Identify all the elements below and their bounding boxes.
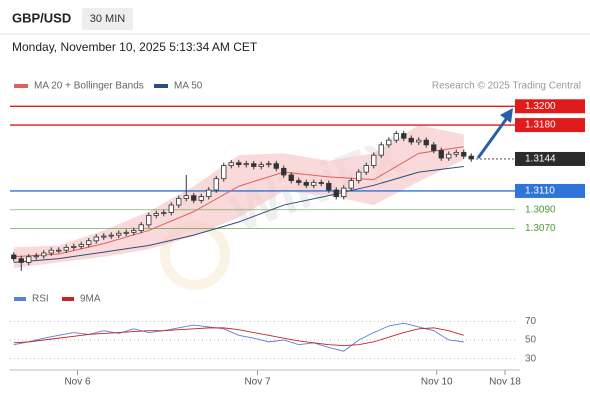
candle-body — [461, 151, 467, 157]
level-label-box — [515, 118, 585, 133]
symbol: GBP/USD — [12, 10, 71, 25]
candle-body — [93, 236, 99, 242]
legend-label: MA 20 + Bollinger Bands — [34, 81, 144, 92]
legend-label: 9MA — [80, 294, 101, 305]
candle-body — [431, 144, 437, 151]
level-label: 1.3110 — [525, 186, 555, 197]
plot-area: MA 20 + Bollinger Bands MA 50 1.3200 1.3180… — [10, 81, 585, 388]
legend-swatch — [14, 297, 26, 301]
candle-body — [408, 137, 414, 143]
candle-body — [168, 204, 174, 213]
level-label: 1.3090 — [525, 204, 556, 215]
candle-body — [206, 189, 212, 197]
candle-body — [371, 154, 377, 166]
x-tick-label: Nov 6 — [64, 377, 91, 388]
candle-body — [363, 165, 369, 173]
x-tick-label: Nov 7 — [244, 377, 271, 388]
candle-body — [453, 151, 459, 155]
legend-label: RSI — [32, 294, 49, 305]
candle-body — [176, 198, 182, 206]
candle-body — [318, 182, 324, 184]
candle-body — [446, 153, 452, 159]
candle-body — [191, 195, 197, 201]
candle-body — [78, 244, 84, 247]
candle-body — [386, 139, 392, 146]
candle-body — [228, 162, 234, 166]
level-label-box — [515, 183, 585, 198]
y-tick-label: 70 — [525, 316, 537, 327]
candle-body — [221, 165, 227, 180]
candle-body — [296, 180, 302, 183]
level-label: 1.3200 — [525, 101, 556, 112]
candle-body — [123, 231, 129, 234]
legend-swatch — [62, 297, 74, 301]
candle-body — [183, 195, 189, 199]
candle-body — [333, 189, 339, 197]
candle-body — [341, 187, 347, 197]
candle-body — [138, 224, 144, 231]
candle-body — [11, 254, 17, 260]
candle-body — [348, 180, 354, 189]
timestamp: Monday, November 10, 2025 5:13:34 AM CET — [12, 40, 258, 54]
legend-swatch — [14, 84, 28, 88]
candle-body — [26, 256, 32, 263]
candle-body — [131, 230, 137, 233]
candle-body — [356, 171, 362, 181]
x-tick-label: Nov 18 — [489, 377, 521, 388]
candle-body — [56, 249, 62, 252]
candle-body — [266, 163, 272, 166]
candle-body — [401, 133, 407, 139]
candle-body — [86, 240, 92, 245]
candle-body — [416, 139, 422, 143]
candle-body — [326, 183, 332, 191]
candle-body — [393, 133, 399, 141]
candle-body — [108, 234, 114, 237]
candle-body — [116, 232, 122, 236]
candle-body — [63, 246, 69, 251]
candle-body — [288, 174, 294, 181]
candle-body — [468, 155, 474, 160]
credit: Research © 2025 Trading Central — [432, 81, 581, 92]
candle-body — [281, 167, 287, 176]
candle-body — [423, 139, 429, 146]
candle-body — [153, 213, 159, 216]
candle-body — [236, 162, 242, 166]
candle-body — [273, 163, 279, 169]
candle-body — [41, 252, 47, 257]
candle-body — [303, 182, 309, 186]
forecast-arrowhead — [500, 108, 513, 123]
candle-body — [18, 258, 24, 263]
candle-body — [311, 182, 317, 186]
candle-body — [33, 255, 39, 258]
candle-body — [198, 196, 204, 201]
y-tick-label: 30 — [525, 353, 537, 364]
candle-body — [101, 235, 107, 238]
candle-body — [48, 249, 54, 254]
candle-body — [243, 163, 249, 166]
timeframe[interactable]: 30 MIN — [90, 13, 126, 25]
level-label: 1.3144 — [525, 154, 556, 165]
legend-swatch — [154, 84, 168, 88]
ma-line — [13, 165, 464, 263]
candle-body — [146, 214, 152, 226]
candle-body — [71, 246, 77, 248]
candle-body — [161, 212, 167, 214]
candle-body — [378, 144, 384, 156]
candle-body — [438, 150, 444, 159]
level-label: 1.3180 — [525, 120, 556, 131]
level-label-box — [515, 151, 585, 166]
candle-body — [251, 163, 257, 167]
legend-label: MA 50 — [174, 81, 203, 92]
candle-body — [213, 178, 219, 191]
y-tick-label: 50 — [525, 335, 537, 346]
timeframe-button[interactable] — [82, 8, 133, 30]
indicator-line — [13, 327, 464, 347]
x-tick-label: Nov 10 — [421, 377, 453, 388]
forecast-arrow — [476, 117, 509, 159]
level-label: 1.3070 — [525, 223, 556, 234]
level-label-box — [515, 99, 585, 114]
candle-body — [258, 164, 264, 167]
